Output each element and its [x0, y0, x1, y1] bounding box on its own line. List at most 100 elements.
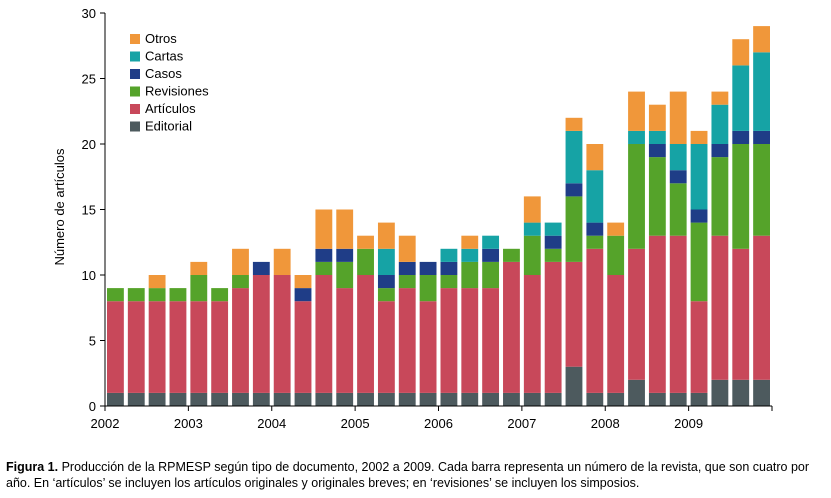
bar-segment-revisiones-31 [732, 144, 750, 249]
caption-text: Producción de la RPMESP según tipo de do… [6, 460, 810, 490]
bar-segment-revisiones-30 [711, 157, 729, 236]
bar-segment-editorial-16 [419, 392, 437, 406]
bar-segment-otros-5 [190, 261, 208, 275]
bar-segment-art-culos-2 [127, 301, 145, 393]
bar-segment-cartas-27 [648, 130, 666, 144]
bar-segment-editorial-20 [503, 392, 520, 406]
bar-segment-art-culos-13 [357, 275, 374, 393]
bar-segment-art-culos-14 [377, 301, 395, 393]
bar-segment-cartas-21 [523, 222, 541, 236]
bar-segment-otros-3 [148, 275, 166, 289]
bar-segment-cartas-32 [753, 52, 770, 131]
y-tick-label: 15 [82, 203, 96, 218]
bar-segment-otros-30 [711, 91, 729, 105]
x-tick-label-2004: 2004 [257, 416, 286, 431]
x-tick-label-2008: 2008 [591, 416, 620, 431]
bar-segment-otros-26 [628, 91, 645, 131]
bar-segment-editorial-3 [148, 392, 166, 406]
bar-segment-revisiones-3 [148, 288, 166, 302]
bar-segment-otros-10 [294, 275, 312, 289]
bar-segment-editorial-22 [544, 392, 562, 406]
bar-segment-art-culos-7 [232, 288, 249, 393]
legend-label-revisiones: Revisiones [145, 84, 209, 99]
bar-segment-art-culos-21 [523, 275, 541, 393]
legend-label-otros: Otros [145, 31, 177, 46]
bar-segment-casos-32 [753, 130, 770, 144]
bar-segment-art-culos-18 [461, 288, 479, 393]
bar-segment-cartas-26 [628, 130, 645, 144]
bar-segment-revisiones-20 [503, 248, 520, 262]
bar-segment-revisiones-24 [586, 235, 604, 249]
bar-segment-revisiones-32 [753, 144, 770, 236]
bar-segment-otros-12 [336, 209, 354, 249]
bar-segment-otros-31 [732, 39, 750, 66]
bar-segment-revisiones-1 [107, 288, 124, 302]
bar-segment-editorial-10 [294, 392, 312, 406]
bar-segment-otros-23 [565, 117, 583, 131]
bar-segment-cartas-24 [586, 170, 604, 223]
bar-segment-art-culos-28 [669, 235, 687, 393]
legend-swatch-revisiones [130, 86, 140, 97]
bar-segment-revisiones-7 [232, 275, 249, 289]
bar-segment-revisiones-15 [398, 275, 416, 289]
bar-segment-casos-19 [482, 248, 500, 262]
bar-segment-otros-28 [669, 91, 687, 144]
bar-segment-revisiones-23 [565, 196, 583, 262]
bar-segment-editorial-19 [482, 392, 500, 406]
bar-segment-editorial-24 [586, 392, 604, 406]
bar-segment-otros-32 [753, 26, 770, 53]
bar-segment-cartas-28 [669, 144, 687, 171]
bar-segment-cartas-23 [565, 130, 583, 184]
bar-segment-art-culos-26 [628, 248, 645, 380]
bar-segment-art-culos-19 [482, 288, 500, 393]
legend-swatch-cartas [130, 51, 140, 62]
legend-swatch-editorial [130, 121, 140, 132]
bar-segment-casos-17 [440, 261, 458, 275]
bar-segment-editorial-1 [107, 392, 124, 406]
bar-segment-otros-15 [398, 235, 416, 262]
bar-segment-casos-10 [294, 288, 312, 302]
axes-group: 0 5 10 15 20 25 30 2002 2003 2004 2005 2006 2007 2008… [82, 6, 773, 431]
bar-segment-editorial-18 [461, 392, 479, 406]
bar-segment-editorial-7 [232, 392, 249, 406]
bar-segment-casos-24 [586, 222, 604, 236]
bar-segment-art-culos-5 [190, 301, 208, 393]
bar-segment-editorial-21 [523, 392, 541, 406]
bar-segment-art-culos-23 [565, 261, 583, 367]
bar-segment-otros-7 [232, 248, 249, 275]
bar-segment-revisiones-2 [127, 288, 145, 302]
stacked-bar-chart: 0 5 10 15 20 25 30 2002 2003 2004 2005 2006 2007 2008… [52, 6, 773, 431]
y-tick-label: 20 [82, 137, 96, 152]
bar-segment-otros-11 [315, 209, 333, 249]
bar-segment-editorial-4 [169, 392, 187, 406]
bar-segment-art-culos-6 [211, 301, 229, 393]
figure-caption: Figura 1. Producción de la RPMESP según … [6, 459, 828, 491]
bar-segment-art-culos-32 [753, 235, 770, 380]
bar-segment-revisiones-11 [315, 261, 333, 275]
bar-segment-revisiones-29 [690, 222, 708, 302]
bar-segment-editorial-25 [607, 392, 625, 406]
bar-segment-revisiones-27 [648, 157, 666, 236]
bar-segment-art-culos-3 [148, 301, 166, 393]
bar-segment-editorial-8 [252, 392, 270, 406]
bar-segment-editorial-27 [648, 392, 666, 406]
bar-segment-cartas-14 [377, 248, 395, 275]
bar-segment-casos-30 [711, 144, 729, 158]
bar-segment-otros-14 [377, 222, 395, 249]
bar-segment-art-culos-8 [252, 275, 270, 393]
bar-segment-editorial-17 [440, 392, 458, 406]
bar-segment-art-culos-30 [711, 235, 729, 380]
bar-segment-art-culos-22 [544, 261, 562, 393]
bar-segment-revisiones-18 [461, 261, 479, 289]
legend-label-art-culos: Artículos [145, 101, 196, 116]
bar-segment-editorial-13 [357, 392, 374, 406]
bar-segment-revisiones-16 [419, 275, 437, 302]
bar-segment-art-culos-24 [586, 248, 604, 393]
bar-segment-editorial-9 [273, 392, 291, 406]
bar-segment-art-culos-1 [107, 301, 124, 393]
bar-segment-cartas-29 [690, 144, 708, 210]
bar-segment-casos-29 [690, 209, 708, 223]
bar-segment-art-culos-11 [315, 275, 333, 393]
bar-segment-otros-24 [586, 144, 604, 171]
bar-segment-casos-14 [377, 275, 395, 289]
